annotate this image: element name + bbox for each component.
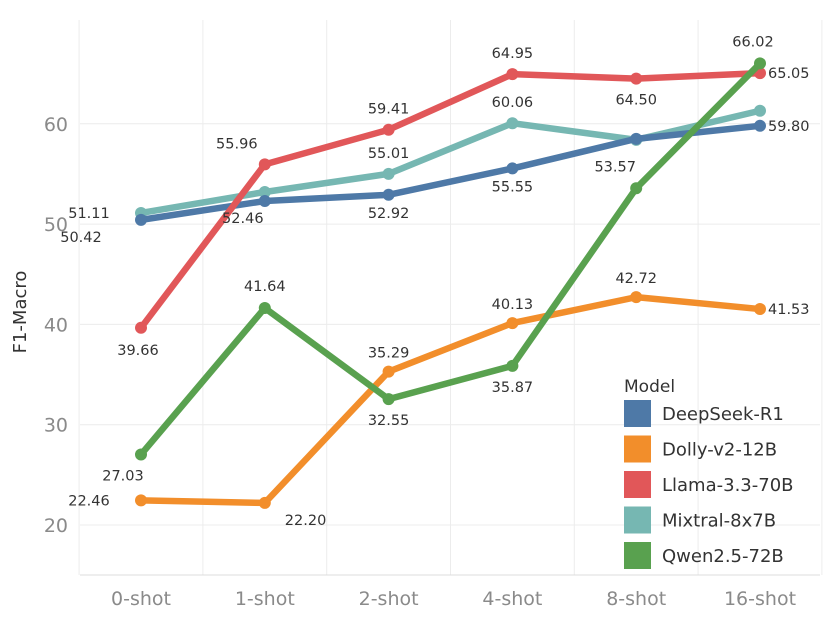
data-label-dolly-v2-12b: 42.72 bbox=[615, 271, 657, 287]
data-point-deepseek-r1 bbox=[506, 162, 519, 175]
y-axis-title: F1-Macro bbox=[10, 271, 31, 354]
legend-swatch-deepseek-r1 bbox=[624, 400, 651, 427]
x-tick-label: 2-shot bbox=[359, 588, 419, 610]
data-point-qwen2-5-72b bbox=[258, 301, 271, 314]
y-tick-label: 40 bbox=[44, 314, 68, 336]
series-line-qwen2-5-72b bbox=[137, 60, 764, 458]
data-point-llama-3-3-70b bbox=[135, 321, 147, 334]
y-tick-label: 50 bbox=[44, 214, 68, 236]
legend-title: Model bbox=[624, 377, 675, 397]
x-tick-label: 8-shot bbox=[606, 588, 666, 610]
y-tick-label: 60 bbox=[44, 114, 68, 136]
axes: 20 30 40 50 60 0-shot 1-shot 2-shot 4-shot 8-shot… bbox=[44, 114, 820, 610]
data-label-qwen2-5-72b: 32.55 bbox=[368, 413, 410, 429]
x-tick-label: 1-shot bbox=[235, 588, 295, 610]
x-tick-label: 4-shot bbox=[482, 588, 542, 610]
data-point-dolly-v2-12b bbox=[754, 303, 766, 316]
data-point-deepseek-r1 bbox=[258, 195, 271, 208]
series-line-llama-3-3-70b bbox=[137, 69, 764, 332]
data-label-dolly-v2-12b: 35.29 bbox=[368, 346, 410, 362]
data-point-deepseek-r1 bbox=[630, 132, 643, 145]
data-point-deepseek-r1 bbox=[382, 188, 395, 201]
data-point-qwen2-5-72b bbox=[135, 448, 147, 461]
data-labels: 50.42 52.46 52.92 55.55 59.80 22.46 22.20 35.29… bbox=[60, 34, 809, 529]
data-label-dolly-v2-12b: 22.46 bbox=[68, 493, 110, 509]
data-label-llama-3-3-70b: 64.50 bbox=[615, 93, 657, 109]
data-point-llama-3-3-70b bbox=[630, 72, 643, 85]
data-label-deepseek-r1: 52.92 bbox=[368, 206, 410, 222]
x-tick-label: 0-shot bbox=[111, 588, 171, 610]
data-label-dolly-v2-12b: 41.53 bbox=[768, 302, 810, 318]
y-tick-label: 30 bbox=[44, 415, 68, 437]
data-point-mixtral-8x7b bbox=[754, 104, 766, 117]
data-label-llama-3-3-70b: 65.05 bbox=[768, 66, 810, 82]
data-point-dolly-v2-12b bbox=[382, 365, 395, 378]
data-point-qwen2-5-72b bbox=[382, 393, 395, 406]
legend-swatch-qwen2-5-72b bbox=[624, 542, 651, 569]
data-label-qwen2-5-72b: 53.57 bbox=[594, 159, 636, 175]
data-point-llama-3-3-70b bbox=[258, 158, 271, 171]
data-point-mixtral-8x7b bbox=[382, 167, 395, 180]
legend-swatch-llama-3-3-70b bbox=[624, 471, 651, 498]
data-point-dolly-v2-12b bbox=[506, 317, 519, 330]
data-label-llama-3-3-70b: 39.66 bbox=[117, 343, 159, 359]
data-point-mixtral-8x7b bbox=[258, 186, 271, 199]
legend-label-qwen2-5-72b: Qwen2.5-72B bbox=[662, 546, 784, 567]
legend-label-mixtral-8x7b: Mixtral-8x7B bbox=[662, 511, 776, 532]
data-point-llama-3-3-70b bbox=[382, 123, 395, 136]
data-label-qwen2-5-72b: 35.87 bbox=[492, 380, 534, 396]
legend: Model DeepSeek-R1 Dolly-v2-12B Llama-3.3-7… bbox=[624, 377, 794, 569]
data-label-deepseek-r1: 59.80 bbox=[768, 119, 810, 135]
data-point-deepseek-r1 bbox=[135, 213, 147, 226]
data-label-mixtral-8x7b: 55.01 bbox=[368, 146, 410, 162]
data-label-deepseek-r1: 52.46 bbox=[222, 211, 264, 227]
data-label-llama-3-3-70b: 59.41 bbox=[368, 102, 410, 118]
data-label-mixtral-8x7b: 60.06 bbox=[492, 95, 534, 111]
data-label-llama-3-3-70b: 55.96 bbox=[216, 136, 258, 152]
legend-label-llama-3-3-70b: Llama-3.3-70B bbox=[662, 475, 794, 496]
data-label-dolly-v2-12b: 22.20 bbox=[285, 513, 327, 529]
gridlines bbox=[78, 20, 823, 575]
data-label-deepseek-r1: 50.42 bbox=[60, 230, 102, 246]
series-line-dolly-v2-12b bbox=[137, 293, 764, 507]
data-label-qwen2-5-72b: 27.03 bbox=[102, 468, 144, 484]
data-label-llama-3-3-70b: 64.95 bbox=[492, 46, 534, 62]
data-point-qwen2-5-72b bbox=[506, 359, 519, 372]
legend-label-dolly-v2-12b: Dolly-v2-12B bbox=[662, 440, 777, 461]
y-tick-label: 20 bbox=[44, 515, 68, 537]
data-point-deepseek-r1 bbox=[754, 119, 766, 132]
data-label-qwen2-5-72b: 66.02 bbox=[732, 34, 774, 50]
legend-label-deepseek-r1: DeepSeek-R1 bbox=[662, 404, 784, 425]
data-point-dolly-v2-12b bbox=[258, 496, 271, 509]
data-point-mixtral-8x7b bbox=[506, 117, 519, 130]
data-label-dolly-v2-12b: 40.13 bbox=[492, 297, 534, 313]
series bbox=[135, 57, 766, 509]
data-label-mixtral-8x7b: 51.11 bbox=[68, 206, 110, 222]
data-point-qwen2-5-72b bbox=[754, 57, 766, 70]
data-point-dolly-v2-12b bbox=[135, 494, 147, 507]
legend-swatch-dolly-v2-12b bbox=[624, 435, 651, 463]
legend-swatch-mixtral-8x7b bbox=[624, 506, 651, 534]
data-point-qwen2-5-72b bbox=[630, 182, 643, 195]
data-point-llama-3-3-70b bbox=[506, 68, 519, 81]
x-tick-label: 16-shot bbox=[724, 588, 796, 610]
data-label-deepseek-r1: 55.55 bbox=[492, 179, 534, 195]
series-line-deepseek-r1 bbox=[137, 122, 764, 224]
data-label-qwen2-5-72b: 41.64 bbox=[244, 279, 286, 295]
data-point-dolly-v2-12b bbox=[630, 291, 643, 304]
